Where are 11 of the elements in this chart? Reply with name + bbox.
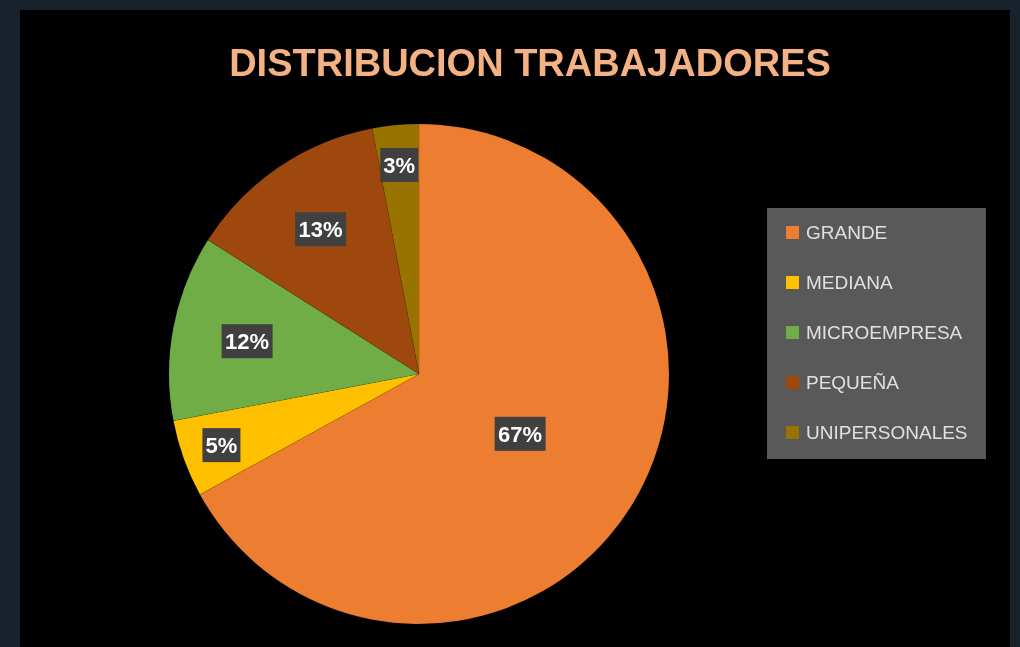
legend-label: GRANDE <box>806 222 888 243</box>
legend-label: MICROEMPRESA <box>806 322 963 343</box>
chart-title: DISTRIBUCION TRABAJADORES <box>229 42 831 84</box>
data-label: 3% <box>383 152 416 178</box>
data-label: 5% <box>205 433 238 459</box>
legend-label: PEQUEÑA <box>806 372 900 393</box>
legend-label: MEDIANA <box>806 272 893 293</box>
data-label: 67% <box>498 421 543 447</box>
data-label: 12% <box>225 329 270 355</box>
data-label: 13% <box>298 217 343 243</box>
legend-label: UNIPERSONALES <box>806 422 968 443</box>
